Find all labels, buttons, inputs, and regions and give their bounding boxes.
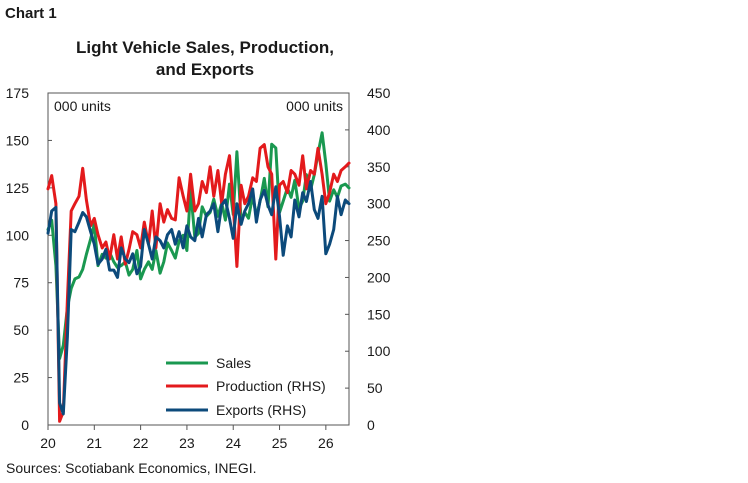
plot-frame	[47, 92, 350, 426]
x-tick-label: 25	[272, 435, 288, 451]
x-tick-label: 24	[225, 435, 241, 451]
right-tick-label: 250	[367, 233, 391, 249]
axis-ticks: 0 25 50 75 100 125 150 175 0 50 100 150 200 250 300 350…	[6, 85, 391, 451]
right-tick-label: 200	[367, 269, 391, 285]
left-tick-label: 50	[13, 322, 29, 338]
legend-label: Sales	[216, 355, 251, 371]
plot-border	[47, 92, 350, 426]
chart-title-line-2: and Exports	[156, 60, 254, 79]
right-axis-unit: 000 units	[286, 98, 343, 114]
left-tick-label: 0	[21, 417, 29, 433]
x-tick-label: 20	[40, 435, 56, 451]
left-tick-label: 100	[6, 227, 30, 243]
series-lines	[46, 131, 351, 423]
chart-title-line-1: Light Vehicle Sales, Production,	[76, 38, 334, 57]
left-tick-label: 175	[6, 85, 30, 101]
right-tick-label: 100	[367, 343, 391, 359]
x-tick-label: 21	[87, 435, 103, 451]
x-tick-label: 26	[318, 435, 334, 451]
right-tick-label: 400	[367, 122, 391, 138]
left-tick-label: 150	[6, 132, 30, 148]
legend: Sales Production (RHS) Exports (RHS)	[166, 355, 326, 418]
chart-title: Light Vehicle Sales, Production, and Expo…	[76, 38, 334, 79]
series-line-exports-rhs	[46, 180, 351, 416]
right-tick-label: 150	[367, 306, 391, 322]
source-note: Sources: Scotiabank Economics, INEGI.	[6, 460, 257, 476]
x-tick-label: 22	[133, 435, 149, 451]
right-tick-label: 0	[367, 417, 375, 433]
right-tick-label: 450	[367, 85, 391, 101]
legend-label: Production (RHS)	[216, 378, 326, 394]
series-line-production-rhs	[46, 143, 351, 423]
left-tick-label: 25	[13, 370, 29, 386]
left-tick-label: 75	[13, 275, 29, 291]
left-axis-unit: 000 units	[54, 98, 111, 114]
left-tick-label: 125	[6, 180, 30, 196]
x-tick-label: 23	[179, 435, 195, 451]
right-tick-label: 300	[367, 196, 391, 212]
chart-label: Chart 1	[5, 5, 57, 22]
right-tick-label: 350	[367, 159, 391, 175]
right-tick-label: 50	[367, 380, 383, 396]
legend-label: Exports (RHS)	[216, 402, 306, 418]
